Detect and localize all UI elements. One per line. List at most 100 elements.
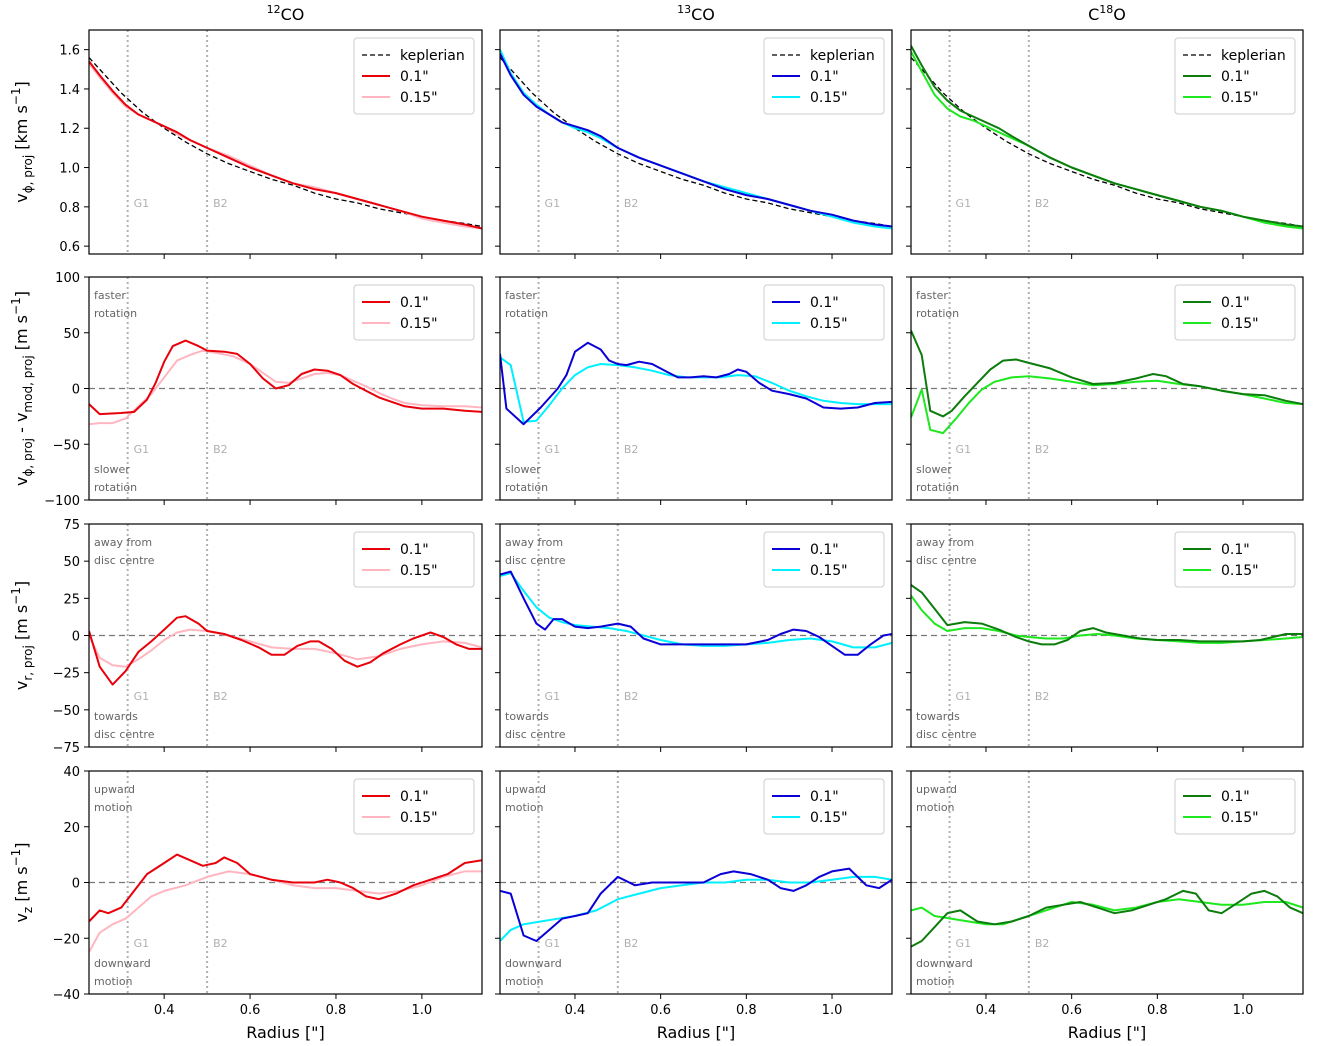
marker-label-g1: G1: [134, 197, 150, 210]
series-keplerian: [89, 57, 482, 228]
legend-label: 0.15": [1221, 316, 1259, 332]
legend-box: [1174, 284, 1296, 341]
legend: 0.1" 0.15": [763, 778, 885, 835]
marker-label-g1: G1: [134, 937, 150, 950]
legend-label: keplerian: [400, 48, 465, 64]
panel-vr-c18o: G1 B2 away from disc centre towards disc cent…: [906, 523, 1304, 752]
ylabel-vz: vz [m s−1]: [9, 842, 35, 922]
annotation-lower-2: disc centre: [94, 728, 155, 741]
annotation-lower-1: downward: [916, 957, 973, 970]
series-0.1: [911, 889, 1303, 948]
ytick-label: 0: [72, 383, 80, 398]
ytick-label: 50: [63, 327, 80, 342]
panel-dvphi-12co: G1 B2 faster rotation slower rotation −100 −50 0…: [44, 271, 483, 509]
panel-vphi-c18o: C18O G1 B2 keplerian 0.1" 0.15": [906, 3, 1304, 259]
legend-label: 0.15": [1221, 563, 1259, 579]
series-keplerian: [500, 57, 892, 228]
legend-label: 0.15": [1221, 90, 1259, 106]
legend-label: 0.15": [810, 316, 848, 332]
legend-box: [763, 531, 885, 588]
annotation-upper-1: away from: [94, 536, 152, 549]
annotation-lower-1: downward: [94, 957, 151, 970]
legend-label: 0.1": [1221, 542, 1250, 558]
marker-label-b2: B2: [624, 937, 639, 950]
legend-label: 0.15": [1221, 810, 1259, 826]
annotation-upper-2: rotation: [505, 307, 548, 320]
marker-label-b2: B2: [624, 197, 639, 210]
legend-box: [353, 37, 475, 115]
ylabel-vr: vr, proj [m s−1]: [9, 581, 35, 690]
ylabel-dvphi: vϕ, proj - vmod, proj [m s−1]: [9, 291, 35, 486]
annotation-upper-2: disc centre: [94, 554, 155, 567]
series-0.15: [500, 875, 892, 942]
annotation-lower-2: disc centre: [916, 728, 977, 741]
marker-label-b2: B2: [213, 443, 228, 456]
annotation-upper-1: away from: [505, 536, 563, 549]
panel-vz-c18o: G1 B2 upward motion downward motion 0.4 0.6 0.8 1…: [906, 770, 1304, 1042]
legend: 0.1" 0.15": [1174, 531, 1296, 588]
series-0.15: [89, 628, 482, 668]
series-0.1: [911, 45, 1303, 228]
series-0.1: [500, 570, 892, 656]
series-0.1: [89, 339, 482, 416]
legend-label: keplerian: [810, 48, 875, 64]
legend-box: [763, 284, 885, 341]
legend-label: 0.1": [400, 542, 429, 558]
legend: 0.1" 0.15": [763, 531, 885, 588]
marker-label-b2: B2: [1035, 690, 1050, 703]
legend-label: 0.15": [400, 810, 438, 826]
legend-label: 0.1": [1221, 295, 1250, 311]
legend-label: 0.1": [400, 789, 429, 805]
annotation-lower-1: slower: [94, 463, 130, 476]
ytick-label: 1.6: [59, 44, 80, 59]
column-title: 12CO: [267, 3, 305, 24]
marker-label-b2: B2: [1035, 197, 1050, 210]
annotation-lower-2: rotation: [916, 481, 959, 494]
ytick-label: 0.8: [59, 201, 80, 216]
marker-label-g1: G1: [956, 937, 972, 950]
annotation-lower-2: motion: [94, 975, 133, 988]
xtick-label: 0.4: [565, 1003, 586, 1018]
series-0.1: [911, 330, 1303, 418]
legend-box: [763, 778, 885, 835]
xtick-label: 0.6: [650, 1003, 671, 1018]
xtick-label: 0.8: [326, 1003, 347, 1018]
annotation-upper-2: motion: [94, 801, 133, 814]
series-0.15: [911, 375, 1303, 435]
annotation-lower-1: slower: [505, 463, 541, 476]
legend: 0.1" 0.15": [1174, 778, 1296, 835]
xlabel: Radius ["]: [1068, 1023, 1147, 1042]
series-0.15: [500, 356, 892, 423]
annotation-upper-1: away from: [916, 536, 974, 549]
marker-label-g1: G1: [956, 197, 972, 210]
xtick-label: 1.0: [1233, 1003, 1254, 1018]
annotation-lower-2: motion: [505, 975, 544, 988]
panel-frame: [88, 29, 483, 255]
xtick-label: 0.6: [240, 1003, 261, 1018]
marker-label-b2: B2: [624, 690, 639, 703]
series-0.1: [911, 584, 1303, 646]
panel-vr-12co: G1 B2 away from disc centre towards disc cent…: [53, 518, 483, 756]
panel-dvphi-13co: G1 B2 faster rotation slower rotation 0.1" 0.15…: [495, 276, 893, 505]
ytick-label: −50: [53, 704, 80, 719]
panel-dvphi-c18o: G1 B2 faster rotation slower rotation 0.1" 0.15…: [906, 276, 1304, 505]
annotation-lower-1: towards: [916, 710, 960, 723]
legend-label: 0.1": [400, 69, 429, 85]
annotation-upper-1: faster: [916, 289, 948, 302]
ytick-label: 0.6: [59, 240, 80, 255]
ytick-label: 100: [55, 271, 80, 286]
ytick-label: 40: [63, 765, 80, 780]
panel-vphi-13co: 13CO G1 B2 keplerian 0.1" 0.15": [495, 3, 893, 259]
panel-vr-13co: G1 B2 away from disc centre towards disc cent…: [495, 523, 893, 752]
ytick-label: 25: [63, 592, 80, 607]
annotation-upper-1: upward: [505, 783, 546, 796]
annotation-lower-1: downward: [505, 957, 562, 970]
series-0.1: [500, 53, 892, 228]
xtick-label: 0.4: [154, 1003, 175, 1018]
ytick-label: −20: [53, 932, 80, 947]
marker-label-b2: B2: [213, 690, 228, 703]
marker-label-b2: B2: [1035, 443, 1050, 456]
annotation-upper-2: rotation: [916, 307, 959, 320]
series-0.15: [500, 572, 892, 649]
marker-label-b2: B2: [1035, 937, 1050, 950]
